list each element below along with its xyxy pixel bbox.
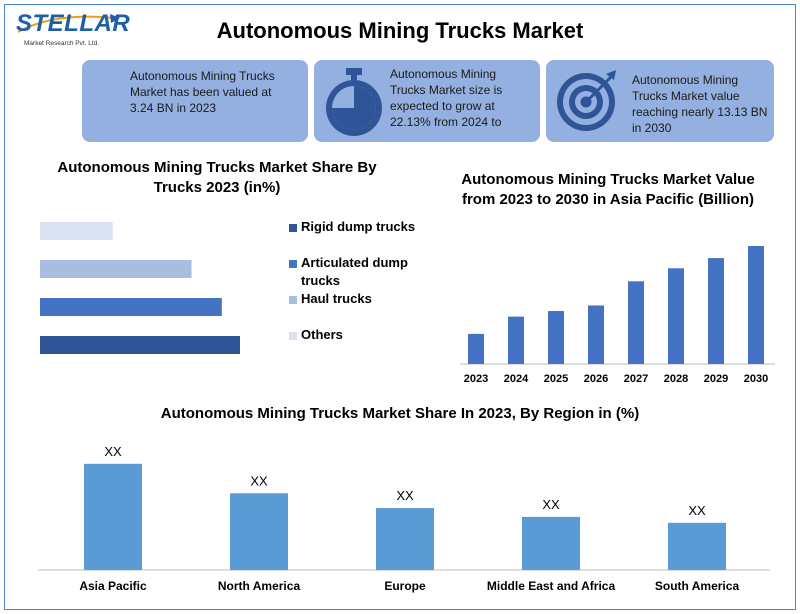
bar-2025 bbox=[548, 311, 564, 364]
bar-2027 bbox=[628, 281, 644, 364]
chart-years-title: Autonomous Mining Trucks Market Value fr… bbox=[461, 171, 755, 208]
legend-swatch-haul bbox=[289, 296, 297, 304]
logo-tagline: Market Research Pvt. Ltd. bbox=[24, 40, 100, 47]
info-box-forecast: Autonomous Mining Trucks Market value re… bbox=[546, 60, 774, 142]
tick-label-2025: 2025 bbox=[544, 373, 568, 385]
bar-north-america bbox=[230, 493, 288, 570]
logo-swoosh-icon bbox=[17, 14, 120, 33]
data-label-north-america: XX bbox=[250, 473, 268, 488]
tick-label-2024: 2024 bbox=[504, 373, 529, 385]
legend-label-articulated: Articulated dump trucks bbox=[301, 255, 408, 288]
chart-region-plot: XX Asia Pacific XX North America XX Europe XX M… bbox=[38, 444, 770, 593]
page-title: Autonomous Mining Trucks Market bbox=[216, 18, 584, 43]
tick-label-2029: 2029 bbox=[704, 373, 728, 385]
bar-south-america bbox=[668, 522, 726, 570]
bar-articulated-dump-trucks bbox=[40, 298, 222, 316]
logo: STELLAR Market Research Pvt. Ltd. bbox=[14, 10, 130, 52]
legend-label-rigid: Rigid dump trucks bbox=[301, 219, 416, 234]
data-label-south-america: XX bbox=[688, 503, 706, 518]
tick-label-2023: 2023 bbox=[464, 373, 488, 385]
info-text-valuation: Autonomous Mining Trucks Market has been… bbox=[130, 69, 275, 115]
bar-2029 bbox=[708, 258, 724, 364]
bar-middle-east-and-africa bbox=[522, 516, 580, 570]
bar-others bbox=[40, 222, 113, 240]
info-text-forecast: Autonomous Mining Trucks Market value re… bbox=[632, 73, 768, 135]
chart-region-title: Autonomous Mining Trucks Market Share In… bbox=[160, 405, 640, 422]
legend-swatch-articulated bbox=[289, 260, 297, 268]
bar-2028 bbox=[668, 268, 684, 364]
legend-swatch-rigid bbox=[289, 224, 297, 232]
legend-label-others: Others bbox=[301, 327, 343, 342]
page-frame bbox=[4, 4, 796, 610]
legend-swatch-others bbox=[289, 332, 297, 340]
tick-label-south-america: South America bbox=[655, 579, 740, 593]
tick-label-2026: 2026 bbox=[584, 373, 608, 385]
tick-label-asia-pacific: Asia Pacific bbox=[79, 579, 147, 593]
chart-trucks-plot bbox=[40, 222, 240, 354]
legend-label-haul: Haul trucks bbox=[301, 291, 372, 306]
bar-asia-pacific bbox=[84, 463, 142, 570]
info-text-growth: Autonomous Mining Trucks Market size is … bbox=[390, 67, 503, 129]
tick-label-2030: 2030 bbox=[744, 373, 768, 385]
tick-label-middle-east-and-africa: Middle East and Africa bbox=[487, 579, 616, 593]
bar-2024 bbox=[508, 316, 524, 364]
tick-label-2027: 2027 bbox=[624, 373, 648, 385]
chart-trucks-title: Autonomous Mining Trucks Market Share By… bbox=[57, 159, 377, 196]
info-box-growth: Autonomous Mining Trucks Market size is … bbox=[314, 60, 540, 142]
tick-label-europe: Europe bbox=[384, 579, 426, 593]
logo-wordmark: STELLAR bbox=[16, 10, 131, 37]
bar-haul-trucks bbox=[40, 260, 192, 278]
tick-label-2028: 2028 bbox=[664, 373, 688, 385]
bar-2026 bbox=[588, 305, 604, 364]
bar-rigid-dump-trucks bbox=[40, 336, 240, 354]
data-label-europe: XX bbox=[396, 488, 414, 503]
bar-europe bbox=[376, 508, 434, 570]
tick-label-north-america: North America bbox=[218, 579, 301, 593]
data-label-middle-east-and-africa: XX bbox=[542, 497, 560, 512]
chart-years-plot: 2023 2024 2025 2026 2027 2028 2029 2030 bbox=[460, 245, 775, 385]
target-icon bbox=[557, 70, 616, 131]
data-label-asia-pacific: XX bbox=[104, 444, 122, 459]
info-box-valuation: Autonomous Mining Trucks Market has been… bbox=[82, 60, 308, 142]
bar-2023 bbox=[468, 333, 484, 364]
stopwatch-icon bbox=[326, 68, 382, 136]
bar-2030 bbox=[748, 245, 764, 364]
